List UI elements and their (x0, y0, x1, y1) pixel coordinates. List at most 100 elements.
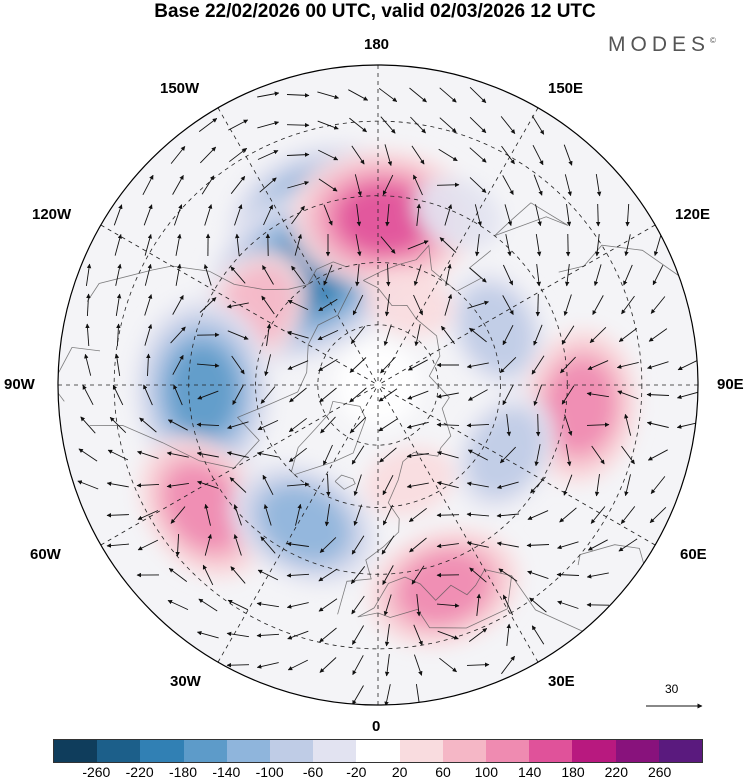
wind-vector (407, 240, 429, 250)
wind-vector (352, 294, 364, 316)
wind-vector (468, 628, 488, 642)
wind-vector (143, 204, 153, 226)
wind-vector (439, 117, 457, 133)
wind-vector (531, 355, 545, 375)
wind-vector (204, 533, 212, 556)
coastline (89, 286, 353, 469)
wind-vector (355, 264, 360, 287)
wind-vector (352, 625, 364, 645)
colorbar-swatch (97, 740, 141, 762)
wind-vector (317, 329, 339, 341)
wind-vector (410, 116, 426, 134)
wind-vector (286, 541, 309, 547)
wind-vector (413, 624, 423, 646)
wind-vector (232, 385, 244, 405)
wind-vector (175, 533, 180, 557)
wind-vector (78, 448, 98, 462)
wind-vector (318, 568, 338, 582)
wind-vector (592, 295, 604, 315)
wind-vector (349, 387, 367, 403)
wind-vector (349, 416, 367, 434)
wind-vector (139, 417, 157, 433)
wind-vector (413, 294, 423, 316)
wind-vector (384, 624, 390, 647)
wind-vector (173, 204, 183, 226)
wind-vector (263, 504, 272, 526)
wind-vector (77, 480, 99, 490)
wind-vector (143, 384, 153, 406)
wind-vector (501, 655, 515, 675)
wind-vector (436, 450, 459, 459)
wind-vector (441, 325, 455, 345)
anomaly-contour-low-iceland (260, 486, 348, 561)
wind-vector (618, 328, 638, 342)
wind-vector (198, 118, 218, 132)
wind-vector (502, 384, 514, 406)
wind-vector (624, 474, 631, 497)
wind-vector (564, 174, 572, 197)
wind-vector (106, 513, 130, 518)
wind-vector (564, 414, 573, 436)
colorbar-swatch (399, 740, 443, 762)
wind-vector (531, 625, 545, 645)
wind-vector (326, 473, 331, 497)
wind-vector (625, 203, 630, 227)
colorbar-tick-label: -60 (302, 764, 324, 780)
wind-vector (587, 360, 609, 370)
wind-vector (319, 657, 337, 673)
wind-vector (618, 538, 638, 552)
wind-vector (557, 541, 579, 550)
colorbar-swatch (615, 740, 659, 762)
wind-vector (353, 504, 363, 526)
wind-vector (112, 384, 124, 406)
wind-vector (256, 633, 280, 638)
wind-vector (621, 295, 635, 315)
wind-vector (624, 234, 631, 257)
wind-vector (502, 594, 514, 616)
wind-vector (436, 543, 459, 549)
wind-vector (413, 174, 423, 196)
wind-vector (295, 503, 302, 526)
reference-vector (646, 703, 703, 709)
colorbar-tick-label: 140 (517, 764, 542, 780)
wind-vector (144, 294, 153, 316)
wind-vector (384, 684, 391, 705)
wind-vector (384, 144, 393, 167)
wind-vector (109, 416, 127, 434)
wind-vector (348, 89, 369, 101)
brand-name: MODES (608, 33, 711, 56)
wind-vector (287, 659, 309, 671)
wind-vector (115, 263, 122, 286)
wind-vector (86, 293, 91, 317)
wind-vector (500, 116, 516, 134)
wind-vector (204, 503, 211, 526)
map-boundary (57, 64, 699, 706)
wind-vector (526, 543, 550, 548)
map-title: Base 22/02/2026 00 UTC, valid 02/03/2026… (154, 1, 596, 22)
wind-vector (381, 535, 395, 555)
wind-vector (234, 204, 243, 226)
wind-vector (323, 204, 333, 226)
wind-vector (406, 421, 429, 429)
wind-vector (469, 327, 487, 343)
wind-vector (527, 510, 549, 520)
wind-vector (406, 482, 429, 489)
wind-vector (167, 419, 188, 431)
colorbar-tick-label: -260 (82, 764, 111, 780)
wind-vector (498, 568, 518, 582)
wind-vector (175, 233, 182, 256)
wind-vector (261, 295, 275, 315)
wind-vector (351, 595, 365, 615)
wind-vector (230, 566, 246, 584)
wind-vector (227, 599, 249, 611)
colorbar-swatch (313, 740, 357, 762)
wind-vector (199, 146, 217, 164)
wind-vector (378, 418, 398, 432)
wind-vector (504, 204, 513, 227)
wind-vector (257, 120, 280, 129)
wind-vector (144, 263, 152, 286)
wind-vector (287, 180, 310, 189)
wind-vector (286, 122, 310, 128)
wind-vector (137, 450, 159, 459)
wind-vector (505, 234, 512, 257)
